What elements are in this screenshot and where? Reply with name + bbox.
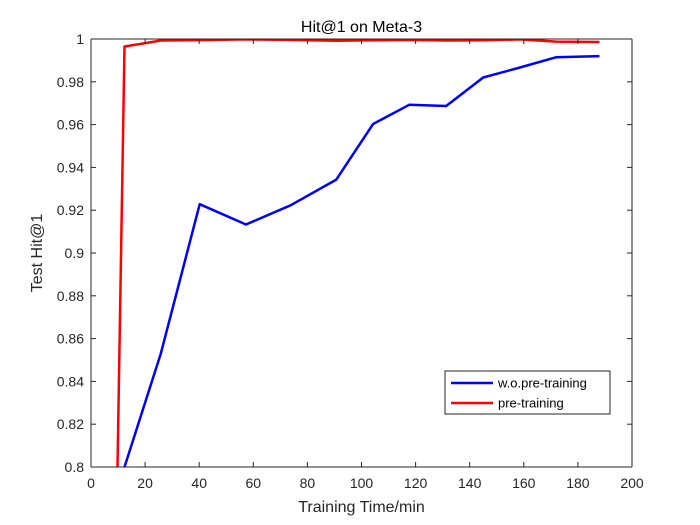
x-tick-label: 200 — [620, 475, 644, 491]
y-tick-label: 0.88 — [57, 288, 84, 304]
legend-box — [444, 370, 611, 415]
x-tick-label: 60 — [246, 475, 262, 491]
series-line-w-o-pre-training — [123, 54, 600, 467]
x-tick-label: 120 — [404, 475, 428, 491]
x-tick-label: 80 — [300, 475, 316, 491]
y-axis-title: Test Hit@1 — [29, 214, 46, 293]
legend-label-wo-pretraining: w.o.pre-training — [497, 376, 587, 391]
y-tick-label: 0.94 — [57, 159, 84, 175]
x-tick-label: 140 — [458, 475, 482, 491]
legend: w.o.pre-training pre-training — [444, 370, 611, 415]
y-tick-label: 0.82 — [57, 416, 84, 432]
y-tick-label: 0.8 — [65, 459, 85, 475]
y-tick-label: 0.84 — [57, 373, 84, 389]
x-tick-label: 40 — [191, 475, 207, 491]
chart-title: Hit@1 on Meta-3 — [301, 19, 422, 36]
y-tick-label: 1 — [76, 31, 84, 47]
legend-label-pretraining: pre-training — [498, 396, 564, 411]
series-line-pre-training — [116, 39, 600, 467]
y-tick-label: 0.92 — [57, 202, 84, 218]
x-tick-label: 0 — [87, 475, 95, 491]
x-tick-label: 20 — [137, 475, 153, 491]
x-tick-label: 160 — [512, 475, 536, 491]
y-tick-label: 0.98 — [57, 74, 84, 90]
x-tick-label: 180 — [566, 475, 590, 491]
y-tick-label: 0.9 — [65, 245, 85, 261]
x-tick-label: 100 — [350, 475, 374, 491]
y-tick-label: 0.96 — [57, 117, 84, 133]
series-layer — [116, 39, 600, 467]
y-tick-label: 0.86 — [57, 331, 84, 347]
ticks-layer: 0 20 40 60 80 100 120 140 160 180 200 0.8 0.82 0.84 0.… — [57, 31, 644, 491]
x-axis-title: Training Time/min — [298, 499, 425, 516]
